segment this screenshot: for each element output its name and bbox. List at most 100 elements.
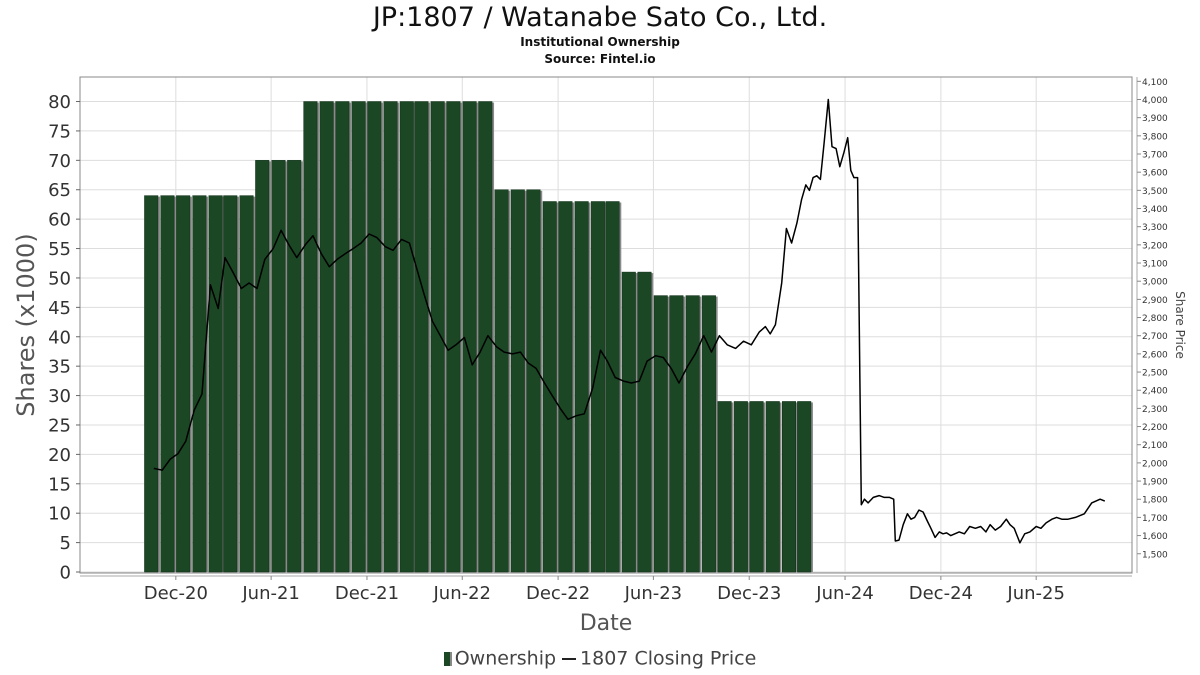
y2-tick-label: 3,400	[1142, 205, 1168, 215]
chart-legend: Ownership 1807 Closing Price	[0, 647, 1200, 670]
x-tick-label: Dec-22	[526, 583, 590, 604]
ownership-bar	[176, 195, 191, 573]
price-line	[153, 98, 1106, 544]
ownership-bar	[223, 195, 238, 573]
y-tick-label: 35	[48, 357, 71, 378]
ownership-bar	[462, 101, 477, 573]
ownership-bar	[399, 101, 414, 573]
y2-tick-label: 3,900	[1142, 114, 1168, 124]
y2-tick-label: 3,700	[1142, 151, 1168, 161]
x-tick-label: Dec-24	[909, 583, 973, 604]
x-tick-label: Jun-25	[1006, 583, 1065, 604]
ownership-bar	[653, 295, 668, 573]
ownership-legend-label: Ownership	[454, 647, 557, 670]
y2-tick-label: 2,200	[1142, 423, 1168, 433]
y2-tick-label: 2,100	[1142, 441, 1168, 451]
plot-frame	[79, 76, 1133, 574]
y2-axis: 1,500 1,600 1,700 1,800 1,900 2,000 2,100 2,200…	[1136, 77, 1168, 573]
y-tick-label: 65	[48, 180, 71, 201]
y-tick-label: 20	[48, 445, 71, 466]
ownership-bar	[669, 295, 684, 573]
x-tick-label: Jun-21	[241, 583, 300, 604]
y-tick-label: 55	[48, 239, 71, 260]
ownership-bar	[717, 401, 732, 573]
y-tick-label: 80	[48, 92, 71, 113]
ownership-bar	[701, 295, 716, 573]
x-tick-label: Jun-24	[815, 583, 874, 604]
y-tick-label: 5	[60, 533, 71, 554]
y2-tick-label: 1,800	[1142, 496, 1168, 506]
ownership-bar	[494, 189, 509, 573]
ownership-bar	[255, 160, 270, 573]
y2-tick-label: 2,900	[1142, 296, 1168, 306]
ownership-bars	[144, 101, 813, 573]
ownership-bar	[797, 401, 812, 573]
ownership-bar	[574, 201, 589, 573]
y2-tick-label: 4,100	[1142, 78, 1168, 88]
ownership-bar	[303, 101, 318, 573]
y-tick-label: 15	[48, 474, 71, 495]
x-axis-label: Date	[580, 611, 633, 636]
y2-tick-label: 2,000	[1142, 459, 1168, 469]
y-tick-label: 25	[48, 415, 71, 436]
y2-tick-label: 2,500	[1142, 369, 1168, 379]
ownership-bar	[542, 201, 557, 573]
price-line-group	[153, 98, 1106, 544]
ownership-bar	[526, 189, 541, 573]
ownership-bar	[765, 401, 780, 573]
y2-tick-label: 2,600	[1142, 350, 1168, 360]
ownership-bar	[239, 195, 254, 573]
y2-tick-label: 2,700	[1142, 332, 1168, 342]
y2-tick-label: 3,300	[1142, 223, 1168, 233]
ownership-bar	[287, 160, 302, 573]
y-tick-label: 40	[48, 327, 71, 348]
y-tick-label: 75	[48, 121, 71, 142]
y-axis: 0 5 10 15 20 25 30 35 40 45 50 55 60 65 70 75 80	[48, 92, 80, 584]
ownership-bar	[414, 101, 429, 573]
price-legend-label: 1807 Closing Price	[580, 647, 757, 670]
ownership-bar	[510, 189, 525, 573]
ownership-bar	[749, 401, 764, 573]
y2-tick-label: 3,800	[1142, 132, 1168, 142]
y2-tick-label: 3,500	[1142, 187, 1168, 197]
y-axis-label: Shares (x1000)	[12, 233, 40, 416]
y2-tick-label: 2,400	[1142, 387, 1168, 397]
x-tick-label: Dec-21	[335, 583, 399, 604]
y2-tick-label: 1,900	[1142, 478, 1168, 488]
x-tick-label: Dec-20	[144, 583, 208, 604]
chart-source: Source: Fintel.io	[544, 52, 656, 66]
ownership-bar	[478, 101, 493, 573]
y-tick-label: 30	[48, 386, 71, 407]
ownership-bar	[192, 195, 207, 573]
ownership-bar	[446, 101, 461, 573]
y2-tick-label: 2,300	[1142, 405, 1168, 415]
chart-subtitle: Institutional Ownership	[520, 35, 680, 49]
y2-tick-label: 1,500	[1142, 550, 1168, 560]
y2-tick-label: 3,200	[1142, 241, 1168, 251]
x-axis: Dec-20 Jun-21 Dec-21 Jun-22 Dec-22 Jun-23 Dec-…	[80, 575, 1132, 604]
ownership-bar	[335, 101, 350, 573]
x-tick-label: Jun-22	[432, 583, 491, 604]
y-tick-label: 60	[48, 210, 71, 231]
ownership-bar	[782, 401, 797, 573]
y2-tick-label: 3,000	[1142, 278, 1168, 288]
ownership-bar	[590, 201, 605, 573]
y-tick-label: 0	[60, 563, 71, 584]
ownership-bar	[637, 271, 652, 573]
y2-axis-label: Share Price	[1173, 291, 1187, 359]
y2-tick-label: 4,000	[1142, 96, 1168, 106]
price-legend-swatch	[562, 657, 577, 660]
ownership-bar	[383, 101, 398, 573]
ownership-bar	[621, 271, 636, 573]
ownership-bar	[430, 101, 445, 573]
y2-tick-label: 1,700	[1142, 514, 1168, 524]
y2-tick-label: 3,600	[1142, 169, 1168, 179]
chart-title: JP:1807 / Watanabe Sato Co., Ltd.	[372, 2, 828, 33]
ownership-bar	[367, 101, 382, 573]
y-tick-label: 10	[48, 504, 71, 525]
x-tick-label: Dec-23	[717, 583, 781, 604]
y-tick-label: 45	[48, 298, 71, 319]
y2-tick-label: 1,600	[1142, 532, 1168, 542]
ownership-bar	[685, 295, 700, 573]
ownership-bar	[144, 195, 159, 573]
